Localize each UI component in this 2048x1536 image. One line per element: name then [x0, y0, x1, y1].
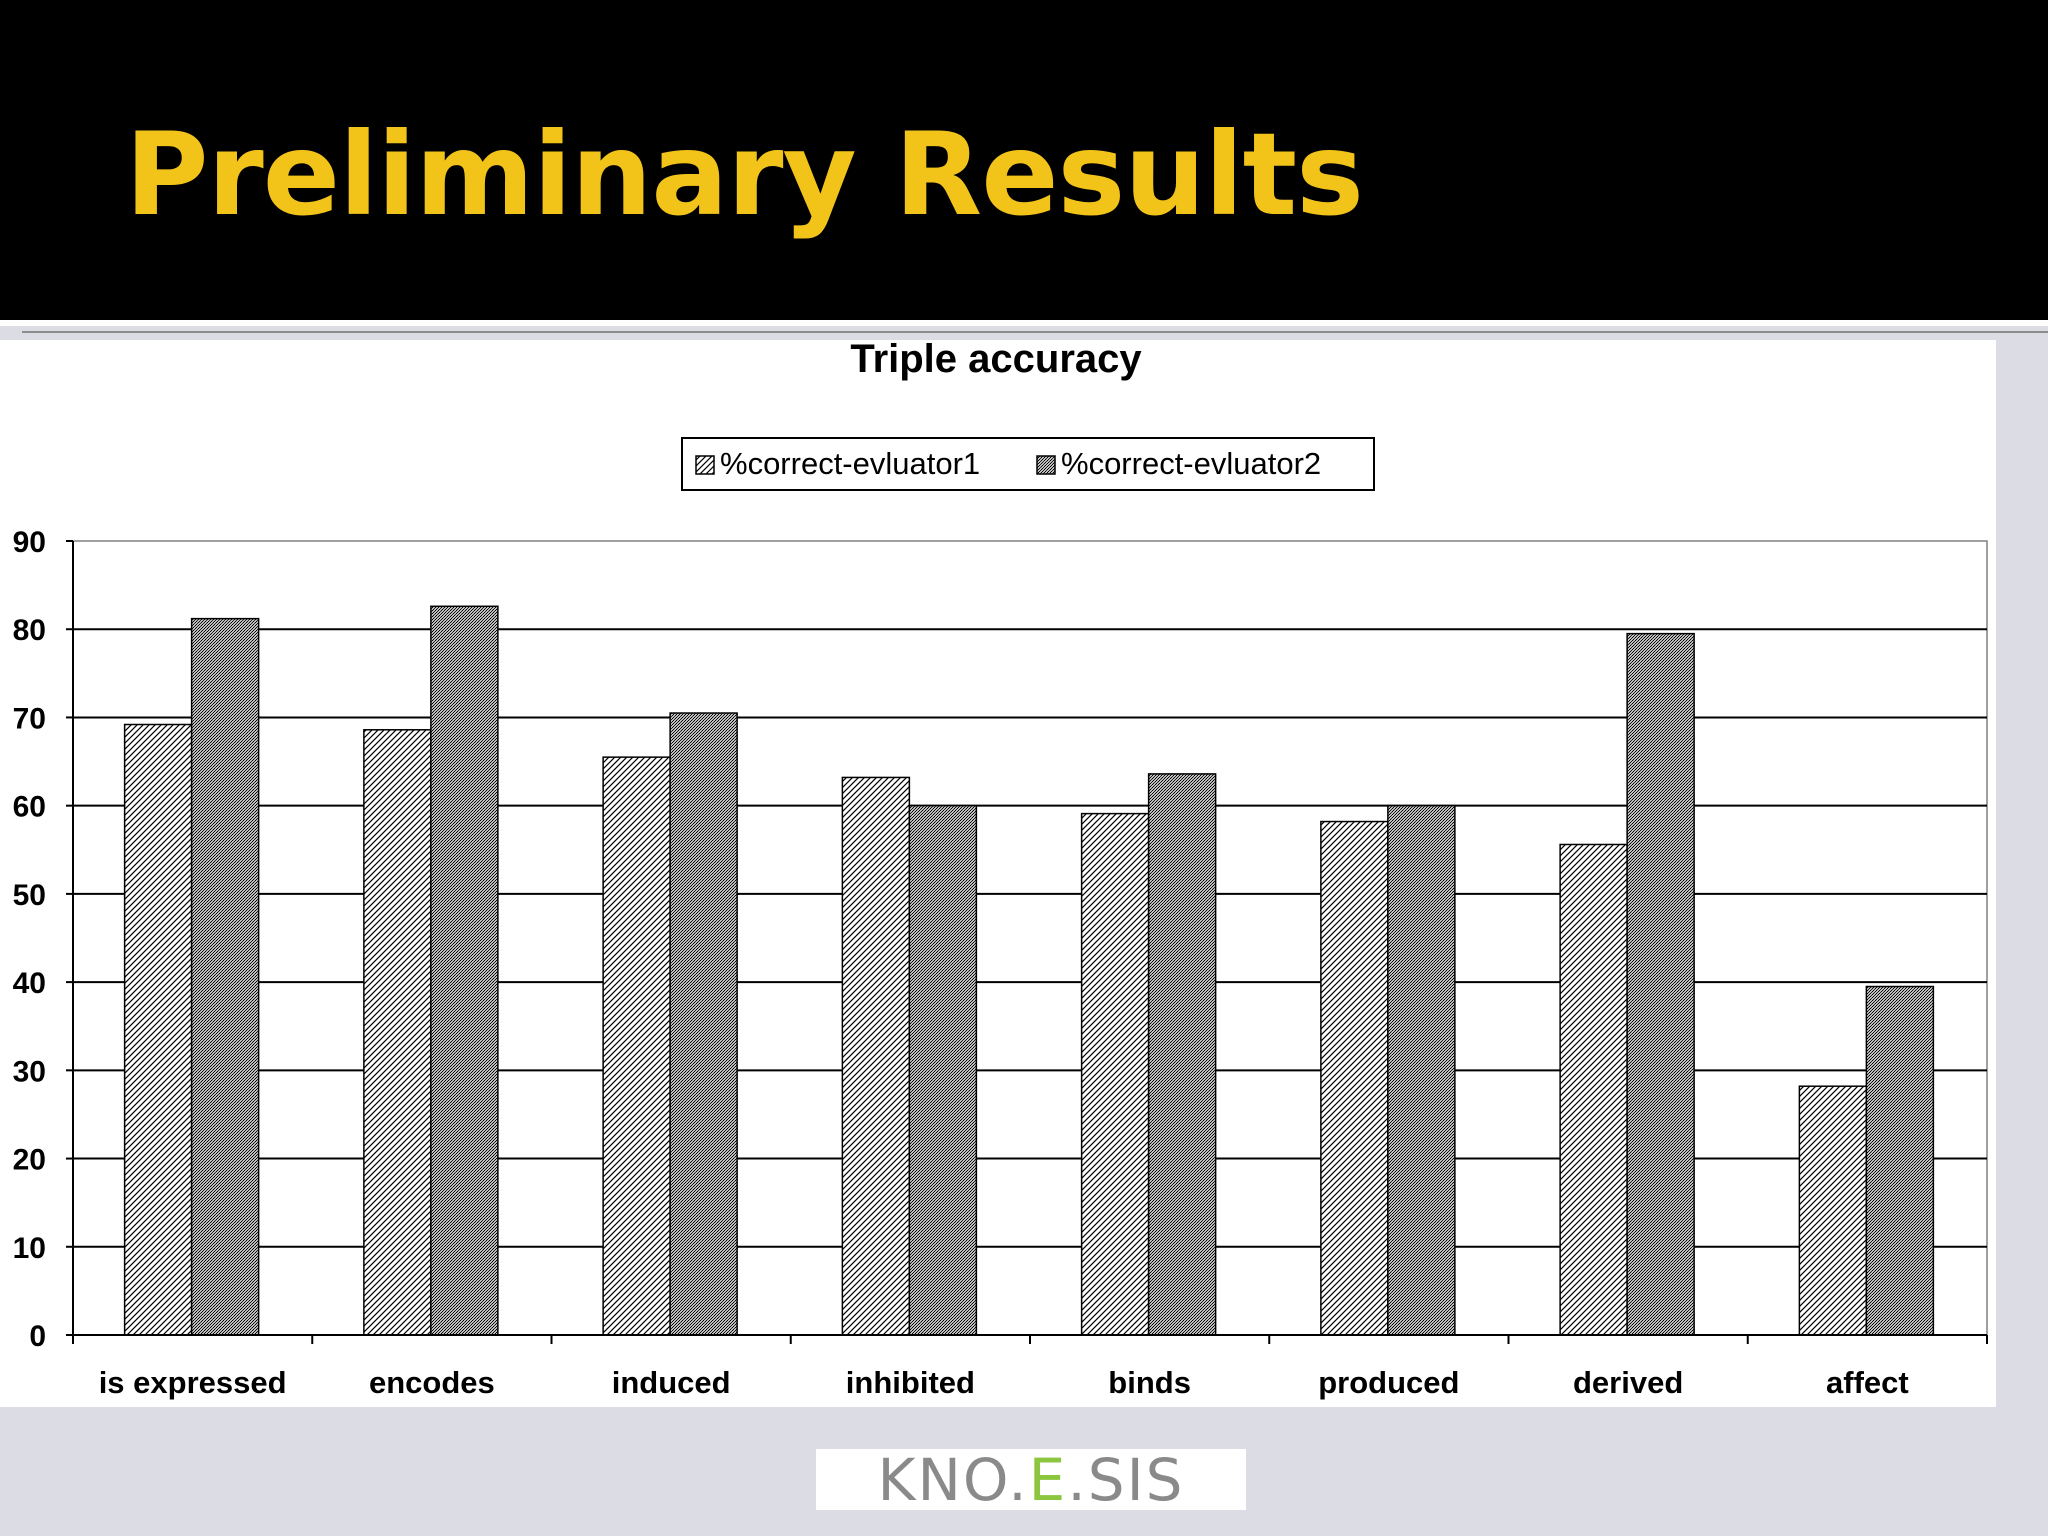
logo-text-part2: E	[1028, 1445, 1068, 1514]
y-tick-label-60: 60	[13, 791, 46, 824]
legend-swatch-2	[1036, 455, 1056, 475]
bar-chart: Triple accuracy %correct-evluator1 %corre…	[13, 340, 1988, 1400]
bar-2-produced	[1387, 804, 1456, 1336]
legend-label-1: %correct-evluator1	[720, 446, 980, 481]
chart-title: Triple accuracy	[850, 340, 1142, 381]
x-tick-label-affect: affect	[1826, 1365, 1909, 1400]
logo-text-part1: KNO.	[877, 1445, 1029, 1514]
bar-1-encodes	[363, 729, 432, 1336]
plot-area-border	[72, 540, 1988, 1336]
bar-2-induced	[669, 712, 738, 1336]
x-tick-label-inhibited: inhibited	[846, 1365, 975, 1400]
x-tick-label-derived: derived	[1573, 1365, 1683, 1400]
bar-1-produced	[1320, 820, 1389, 1336]
y-tick-label-0: 0	[29, 1320, 46, 1353]
bar-2-derived	[1626, 632, 1695, 1336]
slide-title: Preliminary Results	[125, 108, 1364, 241]
bar-2-inhibited	[908, 804, 978, 1336]
slide-header: Preliminary Results	[0, 0, 2048, 320]
bar-2-affect	[1865, 985, 1935, 1336]
y-tick-label-20: 20	[13, 1144, 46, 1177]
bar-1-is-expressed	[123, 723, 193, 1336]
x-tick-label-induced: induced	[612, 1365, 731, 1400]
chart-area: Triple accuracy %correct-evluator1 %corre…	[0, 340, 1996, 1407]
x-tick-label-produced: produced	[1318, 1365, 1459, 1400]
logo-text-part3: .SIS	[1067, 1445, 1185, 1514]
header-rule-light	[0, 320, 2048, 326]
bar-1-inhibited	[841, 776, 911, 1336]
bar-2-binds	[1147, 773, 1217, 1336]
bar-1-affect	[1798, 1085, 1868, 1336]
x-tick-label-binds: binds	[1108, 1365, 1191, 1400]
y-tick-label-30: 30	[13, 1055, 46, 1088]
y-tick-label-70: 70	[13, 702, 46, 735]
legend-swatch-1	[695, 455, 715, 475]
bar-1-binds	[1080, 812, 1150, 1336]
y-tick-label-10: 10	[13, 1232, 46, 1265]
knoesis-logo: KNO. E .SIS	[816, 1449, 1246, 1510]
bar-1-induced	[602, 756, 671, 1336]
header-rule-dark	[22, 331, 2048, 333]
x-tick-label-encodes: encodes	[369, 1365, 495, 1400]
legend-box	[681, 437, 1375, 491]
bar-2-is-expressed	[190, 617, 260, 1336]
y-tick-label-80: 80	[13, 614, 46, 647]
y-tick-label-40: 40	[13, 967, 46, 1000]
x-tick-label-is-expressed: is expressed	[99, 1365, 287, 1400]
y-tick-label-50: 50	[13, 879, 46, 912]
legend-label-2: %correct-evluator2	[1061, 446, 1321, 481]
y-tick-label-90: 90	[13, 526, 46, 559]
bar-1-derived	[1559, 843, 1628, 1336]
bar-2-encodes	[430, 605, 499, 1336]
